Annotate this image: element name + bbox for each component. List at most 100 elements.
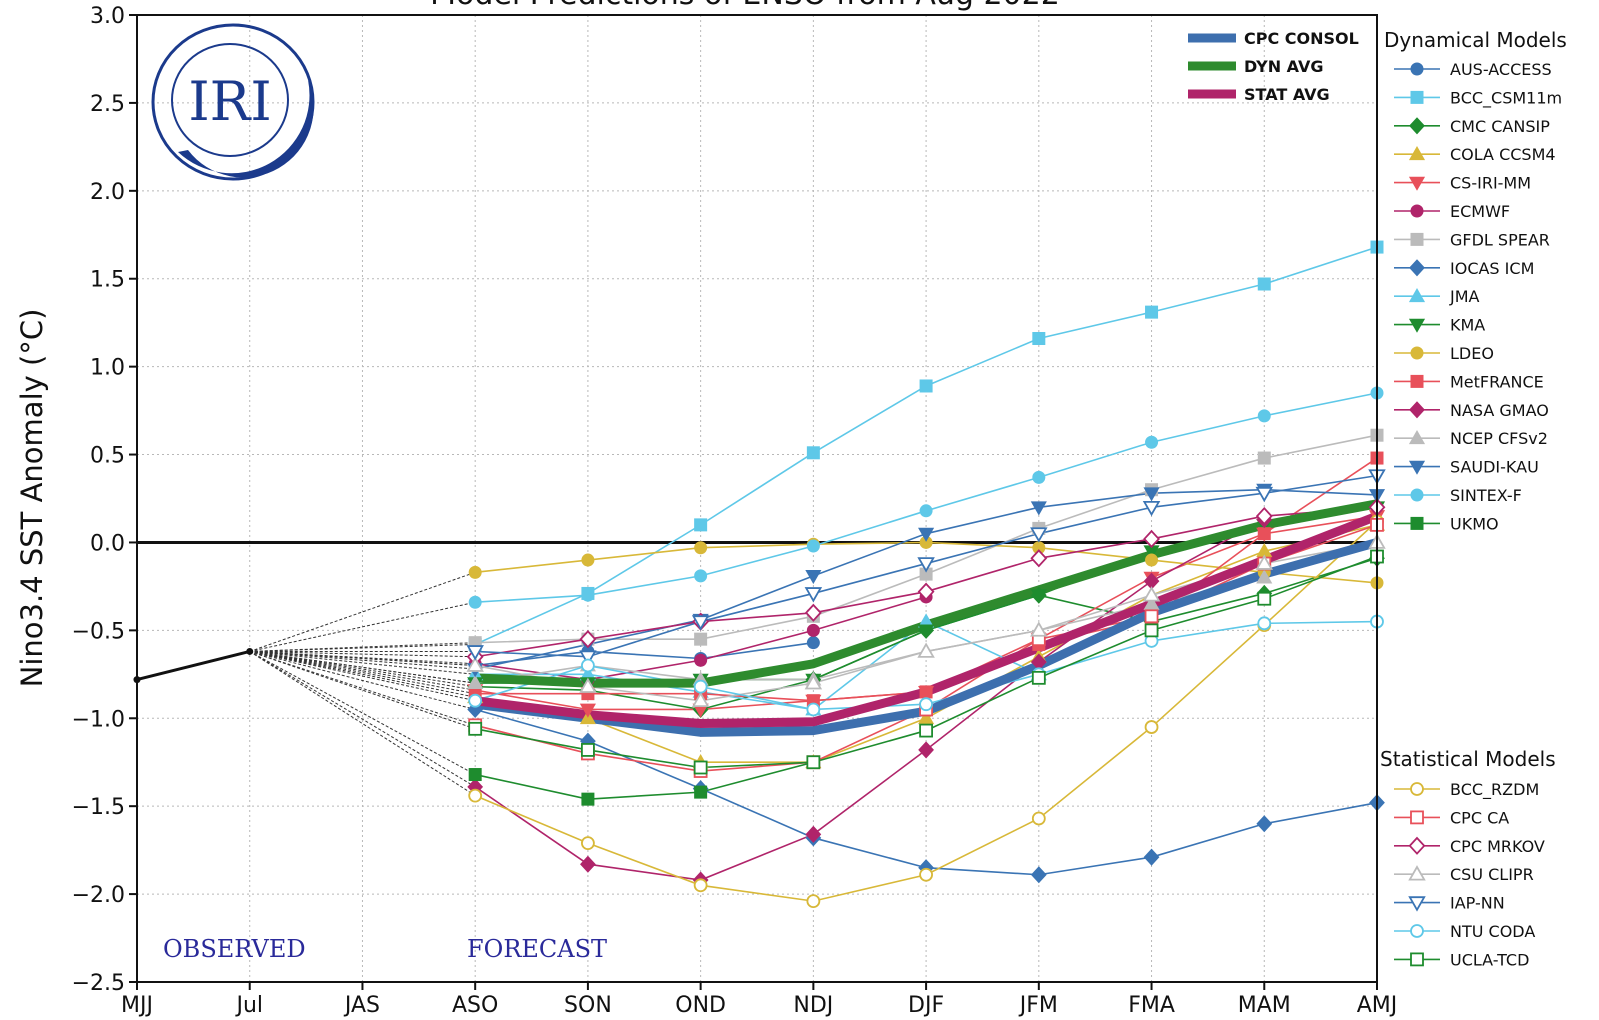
legend-label-jma: JMA xyxy=(1449,287,1480,306)
point-iocas-icm xyxy=(1256,815,1273,833)
point-kma xyxy=(918,624,935,639)
point-bcc-rzdm xyxy=(806,894,821,909)
connector-iocas-icm xyxy=(249,650,476,710)
point-ldeo xyxy=(1145,553,1159,567)
point-iap-nn xyxy=(804,587,823,603)
point-iap-nn xyxy=(691,615,710,631)
point-sintex-f xyxy=(1032,470,1046,484)
x-tick-label: DJF xyxy=(908,993,944,1018)
grid xyxy=(137,15,1377,982)
x-tick-label: ASO xyxy=(452,993,498,1018)
legend-label-dyn-avg: DYN AVG xyxy=(1244,57,1323,76)
point-ldeo xyxy=(581,553,595,567)
legend-label-sintex-f: SINTEX-F xyxy=(1450,486,1522,505)
forecast-label: FORECAST xyxy=(467,935,607,963)
point-nasa-gmao xyxy=(805,825,822,843)
point-iap-nn xyxy=(1255,486,1274,503)
point-aus-access xyxy=(806,636,820,650)
point-sintex-f xyxy=(468,595,482,609)
connector-ukmo xyxy=(249,651,476,775)
legend-label-gfdl-spear: GFDL SPEAR xyxy=(1450,230,1550,249)
legend-label-ecmwf: ECMWF xyxy=(1450,202,1510,221)
legend-marker-csu-clipr xyxy=(1408,865,1426,881)
x-tick-label: NDJ xyxy=(793,993,833,1018)
connector-cpc-ca xyxy=(249,650,476,726)
point-saudi-kau xyxy=(918,527,935,542)
point-cs-iri-mm xyxy=(579,703,596,718)
point-ntu-coda xyxy=(581,658,595,673)
legend-marker-metfrance xyxy=(1410,374,1424,388)
point-csu-clipr xyxy=(691,691,710,707)
y-tick-label: 2.0 xyxy=(90,180,125,205)
legend-marker-bcc-rzdm xyxy=(1410,782,1424,796)
point-ntu-coda xyxy=(919,697,933,712)
point-iocas-icm xyxy=(1143,848,1160,866)
point-iap-nn xyxy=(579,650,597,666)
point-metfrance xyxy=(1257,527,1271,541)
legend-marker-ecmwf xyxy=(1410,204,1424,218)
legend-label-aus-access: AUS-ACCESS xyxy=(1450,60,1552,79)
connector-metfrance xyxy=(249,650,476,695)
point-bcc-rzdm xyxy=(468,788,483,803)
point-ntu-coda xyxy=(468,693,483,708)
connector-jma xyxy=(249,650,476,675)
chart-title: Model Predictions of ENSO from Aug 2022 xyxy=(430,0,1060,12)
legend-label-cpc-ca: CPC CA xyxy=(1450,808,1509,827)
series-markers xyxy=(133,240,1386,909)
legend-label-ldeo: LDEO xyxy=(1450,344,1494,363)
y-tick-label: −1.5 xyxy=(72,795,125,820)
point-bcc-csm11m xyxy=(694,518,708,532)
legend-label-saudi-kau: SAUDI-KAU xyxy=(1450,458,1539,477)
legend-label-bcc-csm11m: BCC_CSM11m xyxy=(1450,88,1562,108)
point-iap-nn xyxy=(466,645,484,661)
legend-marker-kma xyxy=(1408,318,1426,333)
y-tick-label: 0.5 xyxy=(90,444,125,469)
point-ldeo xyxy=(468,565,482,579)
legend-label-iap-nn: IAP-NN xyxy=(1450,894,1505,913)
point-ncep-cfsv2 xyxy=(1256,569,1273,584)
point-cola-ccsm4 xyxy=(918,710,935,725)
point-ecmwf xyxy=(694,653,708,667)
point-iocas-icm xyxy=(467,700,484,719)
legend-marker-gfdl-spear xyxy=(1410,232,1424,246)
legend-marker-cpc-mrkov xyxy=(1408,836,1426,855)
point-sintex-f xyxy=(806,539,820,553)
legend-marker-saudi-kau xyxy=(1408,460,1426,475)
legend-label-nasa-gmao: NASA GMAO xyxy=(1450,401,1549,420)
legend-label-ucla-tcd: UCLA-TCD xyxy=(1450,950,1529,969)
statistical-legend: BCC_RZDM CPC CA CPC MRKOV CSU CLIPR IAP-NN NT… xyxy=(1394,780,1545,969)
point-ecmwf xyxy=(806,623,820,637)
connector-cola-ccsm4 xyxy=(249,650,476,698)
connector-ncep-cfsv2 xyxy=(249,650,476,684)
point-ucla-tcd xyxy=(1144,623,1159,638)
connector-cs-iri-mm xyxy=(249,650,476,691)
x-tick-label: AMJ xyxy=(1357,993,1398,1018)
legend-marker-sintex-f xyxy=(1410,488,1424,502)
legend-label-bcc-rzdm: BCC_RZDM xyxy=(1450,780,1539,800)
point-ukmo xyxy=(468,768,482,782)
point-cpc-ca xyxy=(1144,609,1159,624)
point-ntu-coda xyxy=(693,679,708,694)
legend-marker-ukmo xyxy=(1410,516,1424,530)
point-csu-clipr xyxy=(1030,621,1048,637)
x-axis: MJJ Jul JAS ASO SON OND NDJ DJF JFM FMA MAM AMJ xyxy=(121,982,1397,1018)
legend-marker-ntu-coda xyxy=(1410,924,1424,938)
legend-marker-cpc-ca xyxy=(1410,810,1424,825)
point-cpc-mrkov xyxy=(804,603,822,622)
point-ukmo xyxy=(694,785,708,799)
connector-sintex-f xyxy=(249,601,476,652)
point-cpc-mrkov xyxy=(579,630,597,649)
point-gfdl-spear xyxy=(1257,451,1271,465)
point-ucla-tcd xyxy=(919,723,933,738)
point-sintex-f xyxy=(919,504,933,518)
connector-ldeo xyxy=(249,571,476,652)
point-iap-nn xyxy=(1030,527,1048,543)
point-ucla-tcd xyxy=(1031,670,1046,685)
x-tick-label: MJJ xyxy=(121,993,153,1018)
point-sintex-f xyxy=(1257,409,1271,423)
observed-line xyxy=(136,650,251,682)
x-tick-label: FMA xyxy=(1128,993,1175,1018)
plot-frame xyxy=(136,14,1378,983)
y-tick-label: −2.0 xyxy=(72,883,125,908)
point-ucla-tcd xyxy=(581,743,595,757)
